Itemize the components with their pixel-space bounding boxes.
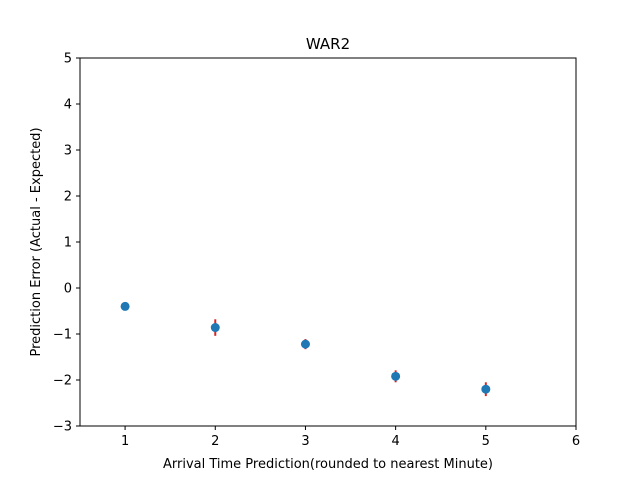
y-tick-label: 0 [64,282,72,297]
data-point [120,301,130,311]
data-point [300,339,310,349]
y-axis: −3 −2 −1 0 1 2 3 4 5 [53,52,80,435]
chart-title: WAR2 [306,35,350,53]
data-point [391,371,401,381]
y-tick-label: 2 [64,190,72,205]
x-tick-label: 4 [391,434,399,449]
y-tick-label: 3 [64,144,72,159]
x-tick-label: 2 [211,434,219,449]
y-tick-label: 1 [64,236,72,251]
x-tick-label: 1 [121,434,129,449]
y-tick-label: −1 [53,328,72,343]
x-axis-label: Arrival Time Prediction(rounded to neare… [163,457,493,472]
y-axis-label: Prediction Error (Actual - Expected) [29,127,44,356]
x-tick-label: 6 [572,434,580,449]
data-point [210,323,220,333]
plot-frame [79,57,577,427]
y-tick-label: −3 [53,420,72,435]
y-tick-label: 5 [64,52,72,67]
plot-marks [120,301,491,397]
data-point [481,384,491,394]
x-axis: 1 2 3 4 5 6 [121,426,580,449]
x-tick-label: 3 [301,434,309,449]
x-tick-label: 5 [482,434,490,449]
y-tick-label: −2 [53,374,72,389]
y-tick-label: 4 [64,98,72,113]
